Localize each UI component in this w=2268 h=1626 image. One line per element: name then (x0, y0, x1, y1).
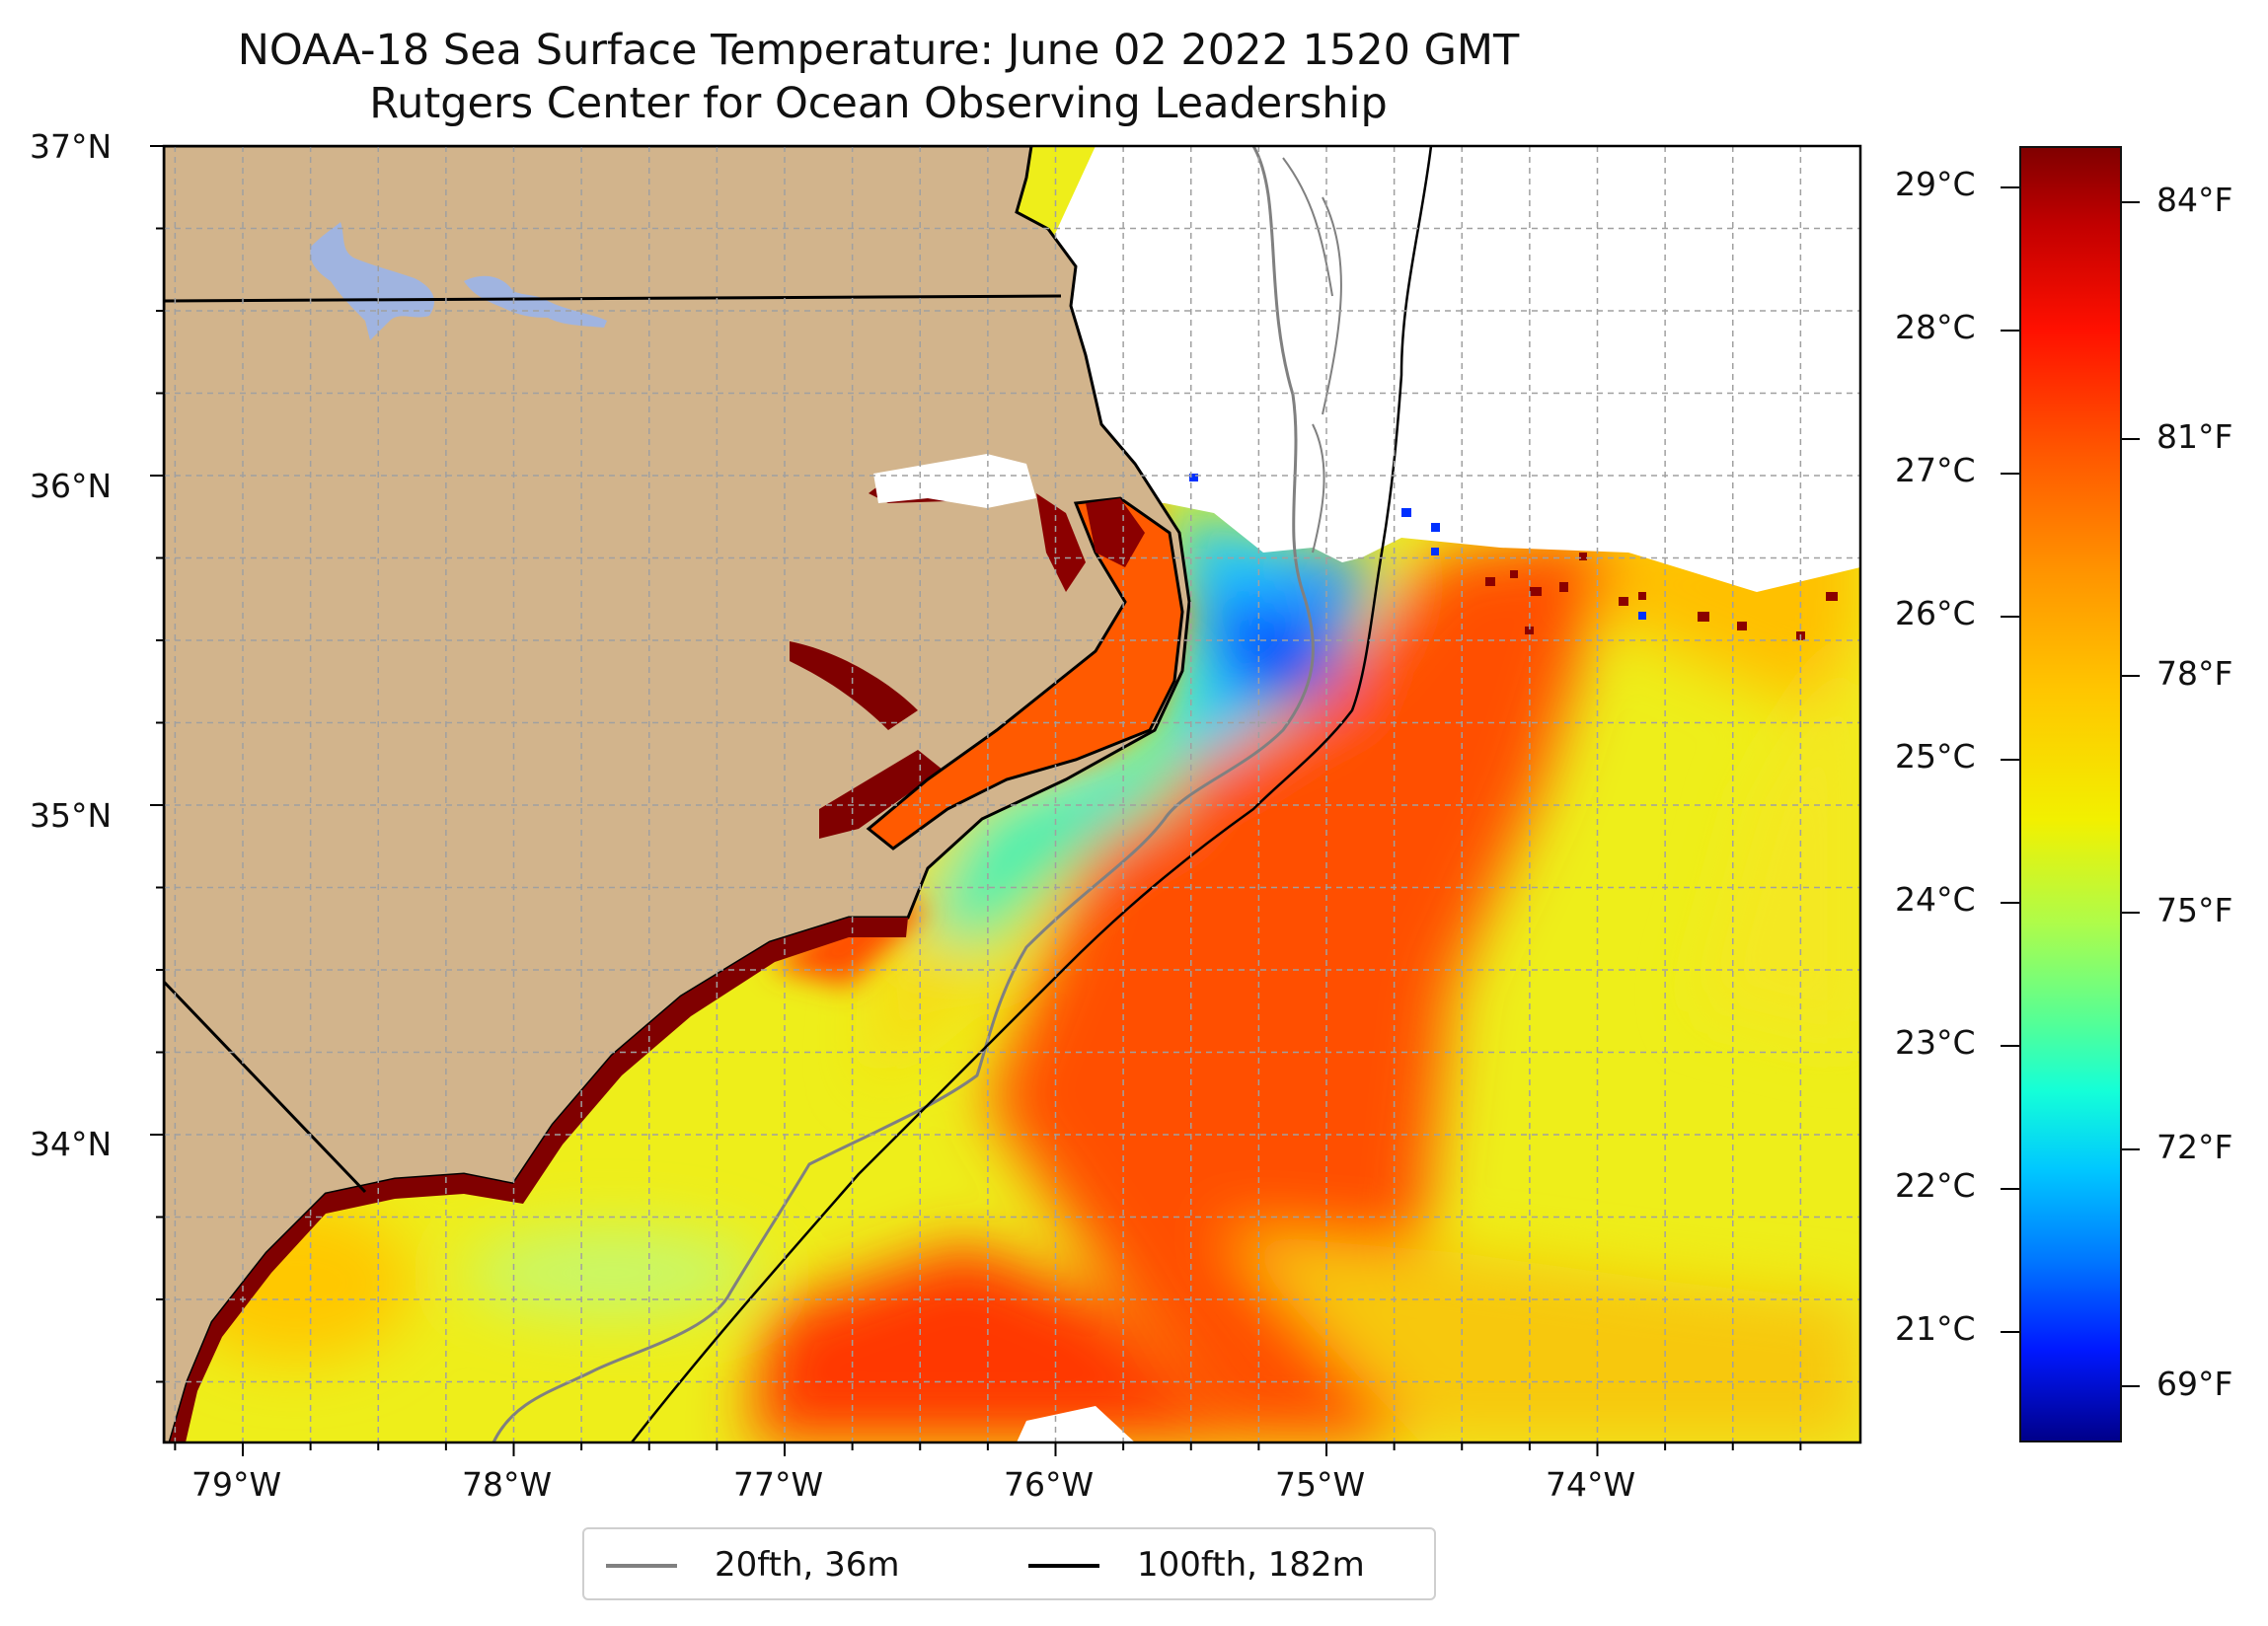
isobath-20fth (491, 146, 1315, 1442)
colorbar-f-78: 78°F (2156, 654, 2233, 693)
lon-label-74: 74°W (1546, 1465, 1636, 1504)
graticule (164, 146, 1860, 1442)
lon-label-77: 77°W (733, 1465, 824, 1504)
map-frame (162, 144, 1862, 1444)
legend-swatch-20fth (606, 1564, 677, 1568)
coastal-warm-band (170, 918, 908, 1442)
colorbar-c-25: 25°C (1895, 737, 1976, 776)
lat-label-34: 34°N (30, 1125, 113, 1163)
map-subtitle: Rutgers Center for Ocean Observing Leade… (369, 79, 1388, 128)
lat-label-36: 36°N (30, 467, 113, 505)
temperature-colorbar (2019, 146, 2122, 1442)
colorbar-c-26: 26°C (1895, 594, 1976, 632)
sst-field (178, 493, 1860, 1442)
colorbar-f-75: 75°F (2156, 891, 2233, 929)
map-title: NOAA-18 Sea Surface Temperature: June 02… (237, 26, 1520, 75)
colorbar-f-69: 69°F (2156, 1365, 2233, 1403)
colorbar-f-84: 84°F (2156, 181, 2233, 219)
state-border-nc-sc (164, 980, 367, 1194)
colorbar-f-81: 81°F (2156, 417, 2233, 456)
isobath-100fth (631, 146, 1433, 1442)
colorbar-c-27: 27°C (1895, 451, 1976, 489)
lon-label-76: 76°W (1004, 1465, 1095, 1504)
lon-label-79: 79°W (191, 1465, 282, 1504)
colorbar-c-21: 21°C (1895, 1309, 1976, 1348)
legend-swatch-100fth (1028, 1564, 1099, 1568)
isobath-legend: 20fth, 36m 100fth, 182m (582, 1527, 1436, 1600)
colorbar-c-28: 28°C (1895, 308, 1976, 346)
colorbar-f-72: 72°F (2156, 1128, 2233, 1166)
lat-label-35: 35°N (30, 796, 113, 835)
colorbar-c-22: 22°C (1895, 1166, 1976, 1205)
colorbar-c-29: 29°C (1895, 165, 1976, 203)
colorbar-c-24: 24°C (1895, 880, 1976, 919)
legend-label-20fth: 20fth, 36m (715, 1545, 900, 1585)
lon-label-75: 75°W (1275, 1465, 1366, 1504)
legend-label-100fth: 100fth, 182m (1137, 1545, 1365, 1585)
lat-label-37: 37°N (30, 127, 113, 166)
state-border-va-nc (164, 294, 1062, 303)
pamlico-sound (866, 496, 1184, 850)
colorbar-c-23: 23°C (1895, 1023, 1976, 1062)
cloud-mask (1026, 146, 1860, 592)
lon-label-78: 78°W (462, 1465, 553, 1504)
